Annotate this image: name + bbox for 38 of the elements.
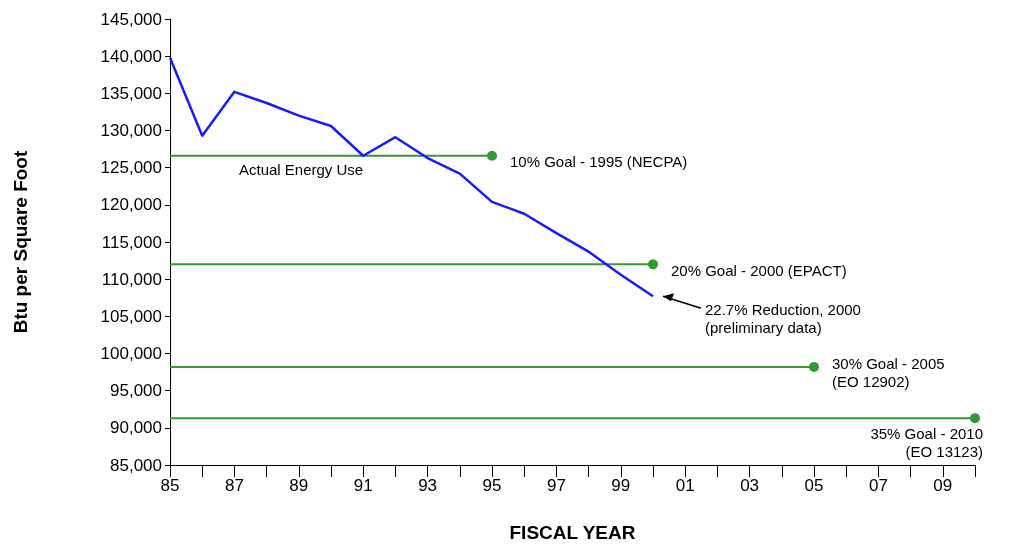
x-tick-label: 93: [418, 476, 438, 495]
point: [648, 259, 658, 270]
y-tick-label: 130,000: [100, 121, 162, 140]
x-tick-label: 01: [675, 476, 695, 495]
y-tick-label: 105,000: [100, 306, 162, 326]
point: [487, 150, 497, 161]
x-tick-label: 89: [289, 476, 309, 495]
y-tick-label: 145,000: [100, 9, 162, 29]
y-tick-label: 90,000: [110, 418, 162, 438]
series-label: 30% Goal - 2005 (EO 12902): [832, 355, 945, 391]
x-tick-label: 05: [804, 476, 824, 495]
y-tick-label: 120,000: [100, 195, 162, 215]
x-tick-label: 95: [482, 476, 502, 495]
x-tick-label: 85: [160, 476, 180, 495]
x-axis-title: FISCAL YEAR: [509, 522, 636, 543]
y-tick-label: 140,000: [100, 46, 162, 66]
y-axis-title: Btu per Square Foot: [10, 150, 31, 334]
y-tick-label: 95,000: [110, 381, 162, 401]
y-tick-label: 115,000: [101, 232, 162, 252]
point: [809, 361, 819, 372]
x-tick-label: 07: [868, 476, 888, 495]
y-tick-label: 135,000: [100, 83, 162, 103]
y-tick-label: 85,000: [110, 455, 162, 475]
x-tick-label: 87: [224, 476, 244, 495]
x-tick-label: 09: [933, 476, 953, 495]
y-tick-label: 110,000: [101, 269, 162, 289]
annotation: 22.7% Reduction, 2000 (preliminary data): [705, 300, 861, 336]
x-tick-label: 99: [611, 476, 631, 495]
series-label: 35% Goal - 2010 (EO 13123): [870, 424, 983, 460]
x-tick-label: 91: [353, 476, 373, 495]
y-tick-label: 100,000: [100, 344, 162, 363]
x-tick-label: 03: [740, 476, 760, 495]
y-tick-label: 125,000: [100, 158, 162, 178]
series-label: Actual Energy Use: [238, 160, 364, 178]
x-tick-label: 97: [546, 476, 566, 495]
series-label: 20% Goal - 2000 (EPACT): [671, 261, 847, 279]
point: [970, 413, 980, 424]
series-label: 10% Goal - 1995 (NECPA): [510, 153, 688, 171]
